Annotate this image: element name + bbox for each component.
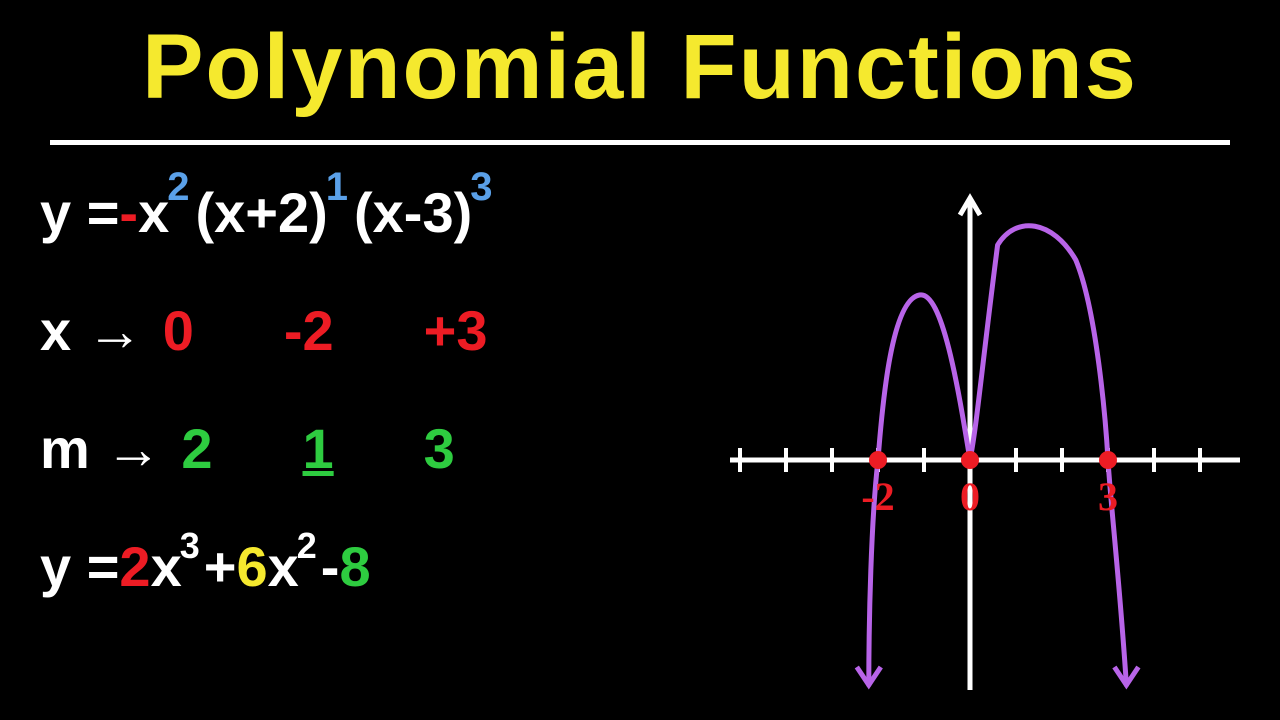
mult-1: 1 [303, 416, 334, 481]
eq1-factor2: (x+2) [195, 180, 327, 245]
svg-text:-2: -2 [861, 474, 894, 519]
graph-svg: -2 0 3 [720, 180, 1250, 700]
equation-2: y = 2 x 3 + 6 x 2 - 8 [40, 534, 720, 624]
eq2-e1: 3 [180, 525, 200, 567]
eq1-prefix: y = [40, 180, 119, 245]
math-content: y = - x 2 (x+2) 1 (x-3) 3 x → 0 -2 +3 m … [40, 180, 720, 652]
eq2-x1: x [151, 534, 182, 599]
eq1-exp2: 1 [326, 165, 348, 210]
root-0: 0 [163, 298, 194, 363]
root-neg2: -2 [284, 298, 334, 363]
multiplicity-line: m → 2 1 3 [40, 416, 720, 506]
equation-1: y = - x 2 (x+2) 1 (x-3) 3 [40, 180, 720, 270]
eq2-plus: + [204, 534, 237, 599]
eq1-x1: x [138, 180, 169, 245]
mult-label: m → [40, 416, 161, 481]
title-underline [50, 140, 1230, 145]
page-title: Polynomial Functions [142, 15, 1138, 120]
eq1-exp1: 2 [167, 165, 189, 210]
eq2-c3: 8 [339, 534, 370, 599]
eq2-c1: 2 [119, 534, 150, 599]
eq2-x2: x [268, 534, 299, 599]
roots-line: x → 0 -2 +3 [40, 298, 720, 388]
eq2-e2: 2 [297, 525, 317, 567]
eq1-exp3: 3 [470, 165, 492, 210]
mult-3: 3 [424, 416, 455, 481]
mult-2: 2 [181, 416, 212, 481]
eq2-minus: - [321, 534, 340, 599]
svg-text:3: 3 [1098, 474, 1118, 519]
roots-label: x → [40, 298, 143, 363]
eq1-factor3: (x-3) [354, 180, 472, 245]
eq1-neg: - [119, 180, 138, 245]
eq2-prefix: y = [40, 534, 119, 599]
polynomial-graph: -2 0 3 [720, 180, 1250, 700]
root-3: +3 [424, 298, 488, 363]
svg-text:0: 0 [960, 474, 980, 519]
eq2-c2: 6 [236, 534, 267, 599]
